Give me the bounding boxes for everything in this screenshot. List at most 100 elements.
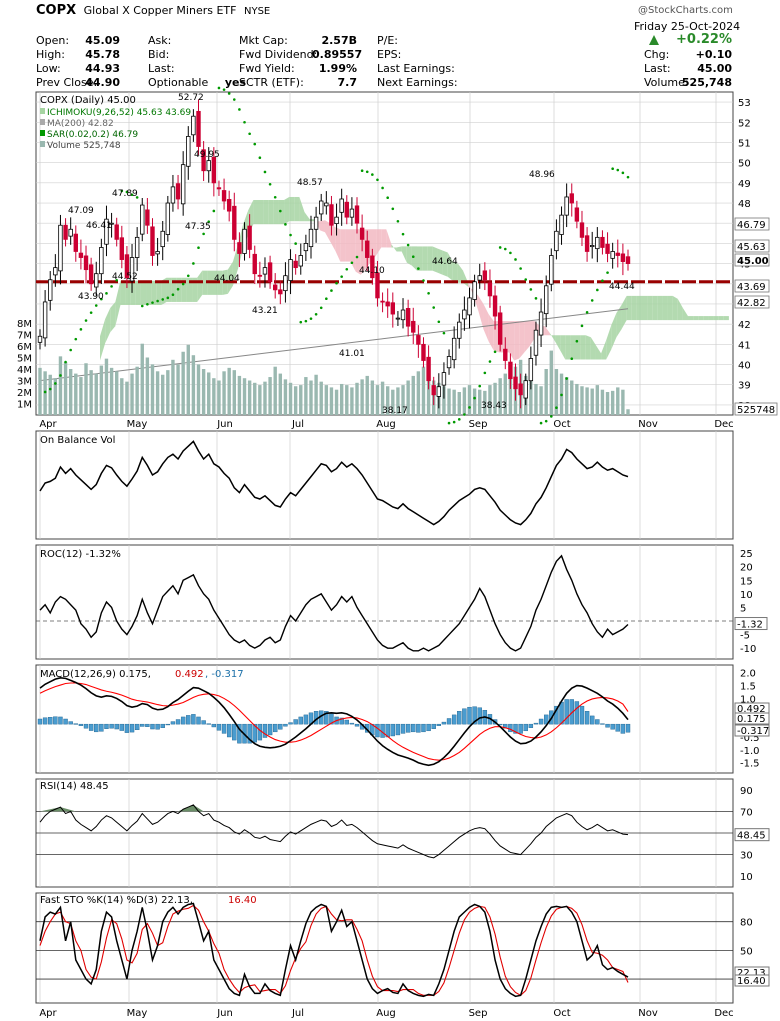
volume-bar bbox=[549, 350, 554, 415]
macd-histogram-bar bbox=[232, 723, 237, 741]
candle-body bbox=[569, 193, 574, 204]
sar-dot bbox=[217, 86, 221, 90]
candle-body bbox=[216, 187, 222, 190]
candle-body bbox=[48, 279, 53, 301]
quote-value: 7.7 bbox=[337, 76, 358, 89]
macd-histogram-bar bbox=[421, 723, 426, 733]
candle-body bbox=[528, 358, 534, 382]
sto-tag-label: 16.40 bbox=[737, 976, 766, 987]
macd-tag bbox=[734, 712, 770, 725]
macd-title-hist: , -0.317 bbox=[205, 669, 244, 680]
macd-histogram-bar bbox=[451, 714, 457, 725]
price-annotation: 52.72 bbox=[178, 93, 204, 103]
ichimoku-cloud-segment bbox=[345, 229, 351, 262]
roc-tick-label: 20 bbox=[740, 563, 753, 574]
y-tick-label: 40 bbox=[738, 361, 751, 372]
macd-histogram-bar bbox=[528, 723, 534, 728]
candle-body bbox=[446, 356, 452, 369]
price-annotation: 43.90 bbox=[78, 292, 104, 302]
volume-bar bbox=[324, 385, 329, 415]
sto-title-d: 16.40 bbox=[228, 895, 257, 906]
ichimoku-cloud-segment bbox=[468, 282, 474, 295]
macd-histogram-bar bbox=[554, 705, 559, 725]
macd-histogram-bar bbox=[564, 699, 569, 725]
volume-bar bbox=[442, 386, 446, 415]
candle-body bbox=[354, 205, 360, 224]
quote-value: 44.93 bbox=[85, 62, 120, 75]
price-annotation: 44.10 bbox=[359, 266, 385, 276]
macd-histogram-bar bbox=[262, 723, 268, 738]
ichimoku-cloud-segment bbox=[698, 316, 704, 321]
ichimoku-cloud-segment bbox=[110, 301, 116, 333]
candle-body bbox=[615, 252, 620, 256]
macd-histogram-bar bbox=[349, 722, 355, 725]
sar-dot bbox=[621, 171, 625, 175]
quote-label: High: bbox=[36, 48, 65, 61]
macd-histogram-bar bbox=[533, 722, 539, 725]
ichimoku-cloud-segment bbox=[381, 229, 387, 248]
volume-bar bbox=[84, 363, 88, 415]
volume-bar bbox=[263, 381, 267, 415]
macd-histogram-bar bbox=[129, 723, 135, 733]
macd-tick-label: 1.5 bbox=[740, 682, 756, 693]
volume-bar bbox=[196, 364, 201, 415]
ichimoku-cloud-segment bbox=[192, 277, 198, 302]
sto-tag-label: 22.13 bbox=[737, 968, 766, 979]
ichimoku-cloud-segment bbox=[100, 319, 106, 361]
volume-bar bbox=[401, 385, 405, 415]
volume-bar bbox=[268, 377, 272, 415]
candle-body bbox=[523, 380, 528, 399]
macd-tag bbox=[734, 724, 770, 737]
candle-body bbox=[451, 337, 457, 361]
candle-body bbox=[257, 274, 263, 277]
macd-histogram-bar bbox=[615, 723, 620, 732]
sar-dot bbox=[355, 255, 359, 259]
volume-bar bbox=[452, 389, 456, 415]
volume-tick-label: 8M bbox=[17, 319, 32, 330]
volume-bar bbox=[370, 380, 375, 415]
dots-icon bbox=[40, 130, 45, 136]
quote-label: Last: bbox=[148, 62, 175, 75]
ichimoku-cloud-segment bbox=[130, 280, 136, 305]
change-percent: +0.22% bbox=[676, 32, 732, 47]
price-annotation: 47.35 bbox=[185, 222, 211, 232]
candle-body bbox=[272, 284, 278, 291]
ichimoku-cloud-segment bbox=[125, 280, 131, 305]
ichimoku-cloud-segment bbox=[483, 303, 489, 342]
ichimoku-cloud-segment bbox=[278, 200, 285, 225]
ichimoku-cloud-segment bbox=[723, 316, 729, 321]
macd-histogram-bar bbox=[150, 723, 155, 730]
sar-dot bbox=[580, 324, 584, 328]
macd-histogram-bar bbox=[119, 723, 125, 731]
ichimoku-cloud-segment bbox=[641, 295, 648, 321]
ichimoku-cloud-segment bbox=[585, 335, 591, 360]
candle-body bbox=[196, 110, 201, 147]
price-tag bbox=[734, 217, 770, 231]
volume-bar bbox=[247, 380, 252, 415]
ichimoku-cloud-segment bbox=[232, 244, 239, 286]
volume-bar bbox=[299, 385, 303, 415]
sar-dot bbox=[120, 189, 124, 193]
price-annotation: 44.04 bbox=[214, 274, 240, 284]
month-label: Jul bbox=[291, 419, 304, 430]
volume-bar bbox=[161, 374, 165, 415]
sar-dot bbox=[105, 292, 108, 295]
candle-body bbox=[590, 245, 595, 248]
volume-tag bbox=[734, 402, 778, 416]
sar-dot bbox=[115, 278, 118, 282]
quote-label: SCTR (ETF): bbox=[239, 76, 304, 89]
volume-bar bbox=[380, 381, 385, 415]
volume-bar bbox=[478, 389, 482, 415]
sar-dot bbox=[284, 223, 287, 226]
price-tag bbox=[734, 279, 770, 293]
obv-panel-title: On Balance Vol bbox=[40, 435, 115, 446]
candle-body bbox=[145, 209, 150, 226]
volume-bar bbox=[493, 382, 497, 415]
sar-dot bbox=[539, 421, 543, 425]
roc-tick-label: 25 bbox=[740, 549, 753, 560]
price-annotation: 47.09 bbox=[68, 206, 94, 216]
ichimoku-cloud-segment bbox=[284, 196, 290, 225]
ichimoku-cloud-segment bbox=[422, 246, 428, 271]
roc-tag bbox=[734, 617, 768, 631]
